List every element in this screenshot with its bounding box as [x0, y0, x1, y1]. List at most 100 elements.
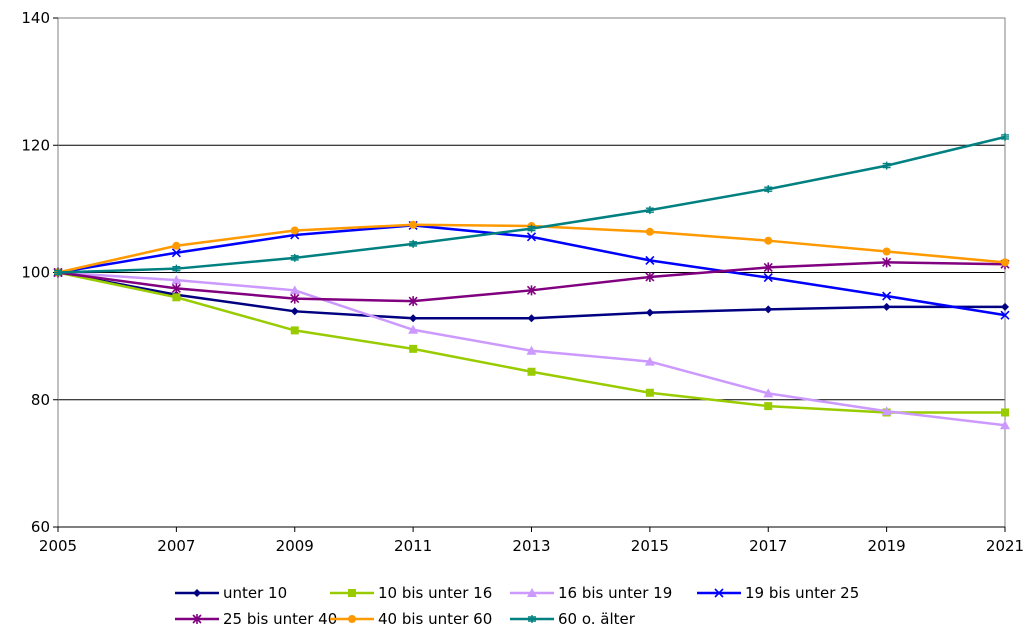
data-point: [882, 302, 891, 311]
data-point: [645, 255, 655, 265]
data-point: [1000, 420, 1010, 430]
data-point: [409, 239, 418, 248]
x-tick-label: 2017: [749, 537, 787, 555]
data-point: [290, 307, 299, 316]
x-tick-label: 2015: [631, 537, 669, 555]
data-point: [527, 314, 536, 323]
data-point: [408, 324, 419, 334]
data-point: [764, 305, 773, 314]
data-point: [764, 185, 773, 194]
legend-swatch-marker: [348, 589, 356, 597]
data-point: [644, 356, 655, 366]
x-tick-label: 2007: [157, 537, 195, 555]
data-point: [882, 161, 891, 170]
data-point: [172, 241, 181, 250]
x-tick-label: 2019: [868, 537, 906, 555]
y-tick-label: 120: [21, 136, 50, 154]
data-point: [763, 262, 773, 273]
legend-item: 19 bis unter 25: [697, 584, 859, 602]
legend-swatch-marker: [192, 614, 202, 624]
series-2: [53, 267, 1010, 430]
data-point: [526, 345, 537, 355]
data-point: [881, 406, 892, 416]
data-point: [645, 308, 654, 317]
legend-item: unter 10: [175, 584, 287, 602]
y-tick-label: 140: [21, 9, 50, 27]
data-point: [645, 271, 655, 282]
data-point: [882, 291, 892, 301]
legend-item: 25 bis unter 40: [175, 610, 337, 628]
legend-item: 16 bis unter 19: [510, 584, 672, 602]
x-tick-label: 2021: [986, 537, 1024, 555]
data-point: [764, 236, 773, 245]
data-point: [409, 220, 418, 229]
grid-lines: [58, 144, 1005, 401]
legend-swatch-marker: [193, 589, 201, 597]
x-tick-label: 2011: [394, 537, 432, 555]
data-point: [645, 206, 654, 215]
series-lines: [53, 132, 1010, 430]
data-point: [527, 367, 536, 376]
data-point: [882, 247, 891, 256]
legend-swatch-marker: [528, 615, 536, 623]
x-axis-ticks: 2005 2007 2009 2011 2013 2015 2017 2019 2021: [39, 527, 1024, 555]
data-point: [172, 293, 181, 302]
data-point: [1000, 310, 1010, 320]
data-point: [171, 275, 182, 285]
y-axis-ticks: 60 80 100 120 140: [21, 9, 58, 536]
data-point: [645, 388, 654, 397]
legend-label: unter 10: [223, 584, 287, 602]
data-point: [1001, 302, 1009, 311]
x-tick-label: 2005: [39, 537, 77, 555]
data-point: [1001, 258, 1009, 267]
x-tick-label: 2013: [512, 537, 550, 555]
legend-label: 25 bis unter 40: [223, 610, 337, 628]
data-point: [526, 232, 537, 242]
legend-label: 10 bis unter 16: [378, 584, 492, 602]
data-point: [289, 285, 300, 295]
data-point: [54, 268, 62, 277]
legend-label: 16 bis unter 19: [558, 584, 672, 602]
data-point: [409, 344, 418, 353]
data-point: [527, 224, 536, 233]
series-6: [54, 132, 1009, 277]
y-tick-label: 100: [21, 264, 50, 282]
data-point: [172, 264, 181, 273]
data-point: [290, 293, 300, 304]
data-point: [409, 314, 418, 323]
series-line: [57, 224, 1006, 317]
data-point: [763, 388, 774, 398]
legend-item: 60 o. älter: [510, 610, 636, 628]
data-point: [171, 283, 181, 294]
data-point: [1001, 132, 1009, 141]
legend: unter 10 10 bis unter 16 16 bis unter 19 19…: [175, 584, 859, 628]
y-tick-label: 60: [31, 518, 50, 536]
series-3: [53, 220, 1010, 320]
data-point: [171, 248, 181, 258]
data-point: [763, 273, 773, 283]
x-tick-label: 2009: [276, 537, 314, 555]
data-point: [882, 257, 892, 268]
legend-label: 19 bis unter 25: [745, 584, 859, 602]
y-tick-label: 80: [31, 391, 50, 409]
legend-label: 40 bis unter 60: [378, 610, 492, 628]
data-point: [408, 296, 418, 307]
legend-label: 60 o. älter: [558, 610, 636, 628]
series-line: [57, 271, 1005, 320]
legend-swatch-marker: [527, 588, 537, 597]
legend-item: 40 bis unter 60: [330, 610, 492, 628]
data-point: [1001, 408, 1009, 417]
data-point: [645, 227, 654, 236]
data-point: [764, 402, 773, 411]
legend-swatch-marker: [348, 615, 356, 623]
data-point: [526, 285, 537, 296]
data-point: [290, 253, 299, 262]
data-point: [290, 326, 299, 335]
series-line: [57, 135, 1006, 274]
legend-swatch-marker: [714, 588, 724, 598]
data-point: [290, 226, 299, 235]
series-0: [54, 268, 1009, 323]
legend-item: 10 bis unter 16: [330, 584, 492, 602]
series-4: [53, 257, 1010, 307]
